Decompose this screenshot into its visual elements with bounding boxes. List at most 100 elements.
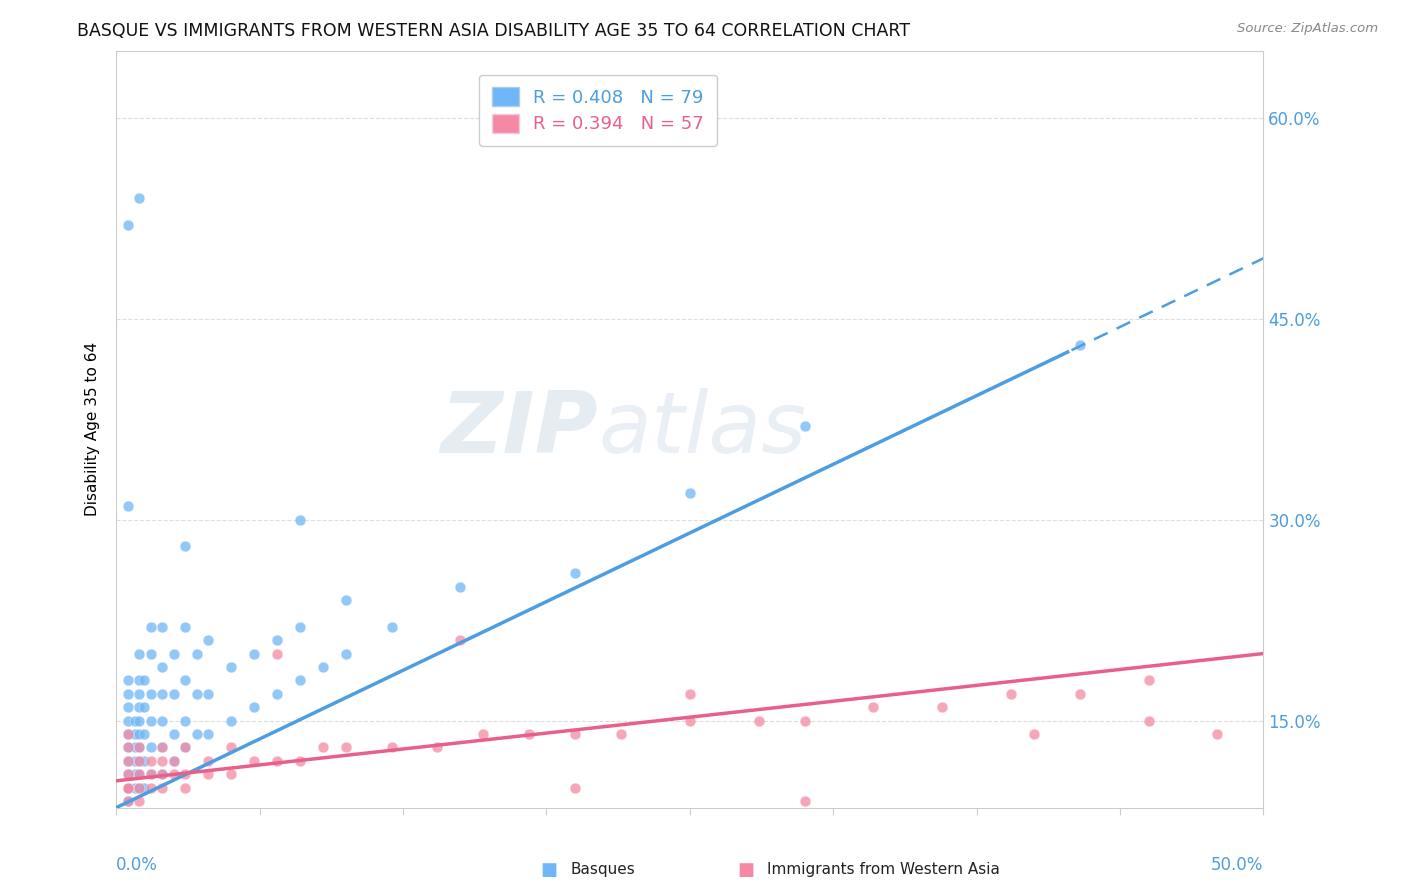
Point bbox=[679, 485, 702, 500]
Point bbox=[128, 767, 150, 781]
Point bbox=[117, 780, 139, 795]
Point bbox=[117, 767, 139, 781]
Point bbox=[335, 740, 357, 755]
Point bbox=[139, 687, 162, 701]
Point bbox=[1069, 687, 1091, 701]
Point bbox=[472, 727, 495, 741]
Point bbox=[219, 714, 242, 728]
Point bbox=[197, 633, 219, 648]
Point bbox=[243, 754, 266, 768]
Point bbox=[128, 727, 150, 741]
Point bbox=[139, 767, 162, 781]
Point bbox=[150, 767, 173, 781]
Point bbox=[139, 780, 162, 795]
Point bbox=[128, 700, 150, 714]
Point bbox=[117, 780, 139, 795]
Point bbox=[335, 593, 357, 607]
Point bbox=[288, 673, 311, 688]
Point bbox=[132, 754, 155, 768]
Point bbox=[139, 647, 162, 661]
Point bbox=[931, 700, 953, 714]
Point bbox=[380, 620, 402, 634]
Point bbox=[1022, 727, 1045, 741]
Point bbox=[124, 767, 146, 781]
Point bbox=[1137, 714, 1160, 728]
Point bbox=[128, 740, 150, 755]
Point bbox=[449, 633, 471, 648]
Text: Basques: Basques bbox=[571, 863, 636, 877]
Point bbox=[266, 647, 288, 661]
Point bbox=[132, 673, 155, 688]
Point bbox=[174, 540, 197, 554]
Point bbox=[128, 754, 150, 768]
Text: 50.0%: 50.0% bbox=[1211, 856, 1264, 874]
Point bbox=[128, 191, 150, 205]
Text: BASQUE VS IMMIGRANTS FROM WESTERN ASIA DISABILITY AGE 35 TO 64 CORRELATION CHART: BASQUE VS IMMIGRANTS FROM WESTERN ASIA D… bbox=[77, 22, 910, 40]
Y-axis label: Disability Age 35 to 64: Disability Age 35 to 64 bbox=[86, 343, 100, 516]
Point bbox=[174, 740, 197, 755]
Point bbox=[150, 780, 173, 795]
Point bbox=[162, 754, 184, 768]
Point bbox=[564, 727, 586, 741]
Point bbox=[150, 714, 173, 728]
Point bbox=[219, 767, 242, 781]
Point bbox=[124, 714, 146, 728]
Point bbox=[128, 740, 150, 755]
Point bbox=[288, 620, 311, 634]
Point bbox=[162, 767, 184, 781]
Point bbox=[162, 754, 184, 768]
Point bbox=[128, 780, 150, 795]
Point bbox=[132, 700, 155, 714]
Text: Source: ZipAtlas.com: Source: ZipAtlas.com bbox=[1237, 22, 1378, 36]
Point bbox=[1137, 673, 1160, 688]
Point bbox=[117, 714, 139, 728]
Point bbox=[219, 660, 242, 674]
Point bbox=[150, 740, 173, 755]
Point bbox=[124, 740, 146, 755]
Point bbox=[139, 620, 162, 634]
Point bbox=[174, 780, 197, 795]
Point bbox=[266, 754, 288, 768]
Point bbox=[117, 218, 139, 232]
Point bbox=[748, 714, 770, 728]
Text: 0.0%: 0.0% bbox=[117, 856, 157, 874]
Point bbox=[162, 687, 184, 701]
Point bbox=[132, 780, 155, 795]
Point bbox=[197, 754, 219, 768]
Point bbox=[150, 660, 173, 674]
Point bbox=[128, 673, 150, 688]
Point bbox=[128, 714, 150, 728]
Point bbox=[139, 740, 162, 755]
Point bbox=[139, 767, 162, 781]
Point bbox=[197, 687, 219, 701]
Point bbox=[117, 780, 139, 795]
Point bbox=[197, 727, 219, 741]
Point bbox=[243, 700, 266, 714]
Point bbox=[117, 727, 139, 741]
Point bbox=[197, 767, 219, 781]
Point bbox=[564, 780, 586, 795]
Point bbox=[128, 754, 150, 768]
Point bbox=[117, 700, 139, 714]
Point bbox=[117, 794, 139, 808]
Point bbox=[117, 673, 139, 688]
Point bbox=[335, 647, 357, 661]
Point bbox=[139, 754, 162, 768]
Point bbox=[174, 673, 197, 688]
Point bbox=[266, 687, 288, 701]
Point bbox=[128, 780, 150, 795]
Point bbox=[610, 727, 633, 741]
Point bbox=[1000, 687, 1022, 701]
Text: ■: ■ bbox=[541, 861, 558, 879]
Text: atlas: atlas bbox=[598, 388, 806, 471]
Point bbox=[219, 740, 242, 755]
Point bbox=[117, 754, 139, 768]
Point bbox=[150, 687, 173, 701]
Text: ■: ■ bbox=[738, 861, 755, 879]
Point bbox=[862, 700, 884, 714]
Point bbox=[162, 647, 184, 661]
Point bbox=[124, 780, 146, 795]
Point bbox=[1206, 727, 1229, 741]
Point bbox=[266, 633, 288, 648]
Point bbox=[312, 660, 335, 674]
